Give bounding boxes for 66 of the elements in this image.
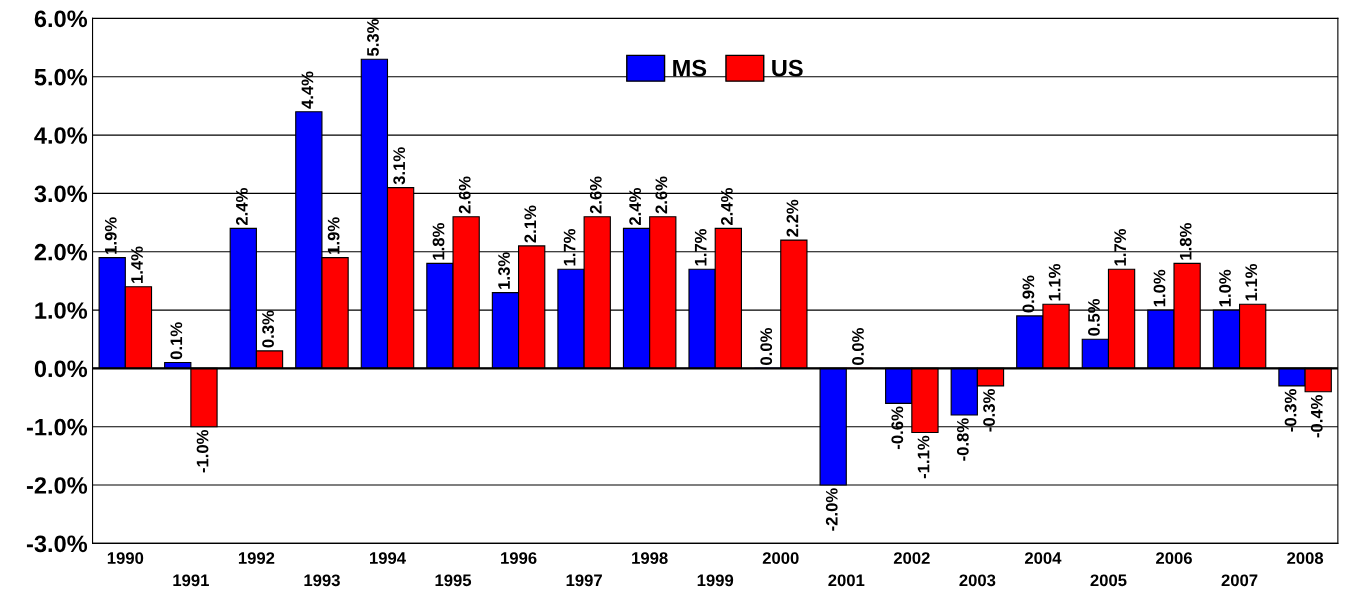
data-label: 0.3% bbox=[262, 310, 275, 348]
legend-label: MS bbox=[673, 59, 707, 77]
data-label: 0.5% bbox=[1088, 298, 1100, 336]
data-label: -0.3% bbox=[1284, 389, 1297, 432]
y-tick-label: 1.0% bbox=[35, 302, 88, 319]
data-label: 0.1% bbox=[170, 322, 183, 360]
data-label: 1.8% bbox=[432, 223, 445, 260]
x-tick-label: 2004 bbox=[1024, 552, 1062, 564]
data-label: -0.3% bbox=[983, 389, 995, 432]
x-tick-label: 2005 bbox=[1090, 574, 1127, 587]
x-tick-label: 1996 bbox=[501, 552, 537, 564]
data-label: 1.4% bbox=[131, 246, 143, 283]
data-label: -1.0% bbox=[196, 429, 209, 473]
legend-label: US bbox=[772, 59, 803, 77]
data-label: 2.4% bbox=[629, 188, 641, 226]
data-label: 4.4% bbox=[301, 71, 314, 109]
y-tick-label: 5.0% bbox=[34, 68, 88, 86]
x-tick-label: 1993 bbox=[304, 574, 340, 587]
x-tick-label: 1992 bbox=[238, 552, 275, 564]
x-tick-label: 1997 bbox=[566, 574, 602, 587]
x-tick-label: 1994 bbox=[370, 552, 406, 564]
y-tick-label: -2.0% bbox=[26, 477, 88, 494]
data-label: -0.4% bbox=[1310, 394, 1323, 438]
data-label: 1.9% bbox=[104, 217, 117, 254]
data-label: 1.0% bbox=[1153, 269, 1166, 307]
data-label: 2.4% bbox=[720, 188, 733, 226]
data-label: 0.0% bbox=[760, 328, 773, 365]
x-tick-label: 2003 bbox=[959, 574, 996, 587]
y-tick-label: 3.0% bbox=[34, 185, 88, 203]
data-label: -0.8% bbox=[956, 418, 969, 461]
x-tick-label: 1995 bbox=[435, 574, 472, 587]
data-label: 0.9% bbox=[1022, 275, 1035, 313]
x-tick-label: 2001 bbox=[828, 574, 865, 587]
data-label: 1.7% bbox=[1114, 228, 1127, 266]
y-tick-label: -3.0% bbox=[26, 535, 88, 553]
data-label: -0.6% bbox=[891, 406, 904, 450]
data-label: 1.3% bbox=[498, 252, 510, 289]
x-tick-label: 2006 bbox=[1156, 552, 1192, 564]
y-tick-label: -1.0% bbox=[26, 418, 88, 436]
data-label: -1.1% bbox=[917, 435, 930, 479]
x-tick-label: 2008 bbox=[1287, 552, 1324, 564]
x-tick-label: 1999 bbox=[697, 574, 734, 587]
data-label: 1.1% bbox=[1245, 263, 1258, 301]
x-tick-label: 1990 bbox=[107, 552, 144, 564]
data-label: 2.1% bbox=[524, 205, 537, 243]
data-label: 5.3% bbox=[367, 18, 379, 56]
x-tick-label: 1991 bbox=[173, 574, 209, 587]
y-tick-label: 4.0% bbox=[34, 127, 88, 144]
data-label: 1.7% bbox=[563, 228, 576, 266]
x-tick-label: 2000 bbox=[762, 552, 799, 564]
data-label: 1.0% bbox=[1219, 269, 1231, 307]
data-label: 2.4% bbox=[235, 188, 248, 226]
data-label: 0.0% bbox=[852, 328, 864, 365]
data-label: 3.1% bbox=[393, 147, 406, 185]
data-label: 2.2% bbox=[786, 199, 799, 237]
y-tick-label: 6.0% bbox=[34, 10, 88, 28]
x-tick-label: 2007 bbox=[1221, 574, 1258, 587]
x-tick-label: 1998 bbox=[632, 552, 668, 564]
data-label: 1.1% bbox=[1048, 263, 1061, 301]
data-label: 1.8% bbox=[1179, 223, 1192, 260]
data-label: -2.0% bbox=[825, 488, 838, 531]
y-tick-label: 0.0% bbox=[34, 360, 88, 378]
data-label: 1.9% bbox=[327, 217, 340, 254]
data-label: 1.7% bbox=[694, 228, 707, 266]
y-tick-label: 2.0% bbox=[34, 243, 88, 261]
x-tick-label: 2002 bbox=[893, 552, 930, 564]
